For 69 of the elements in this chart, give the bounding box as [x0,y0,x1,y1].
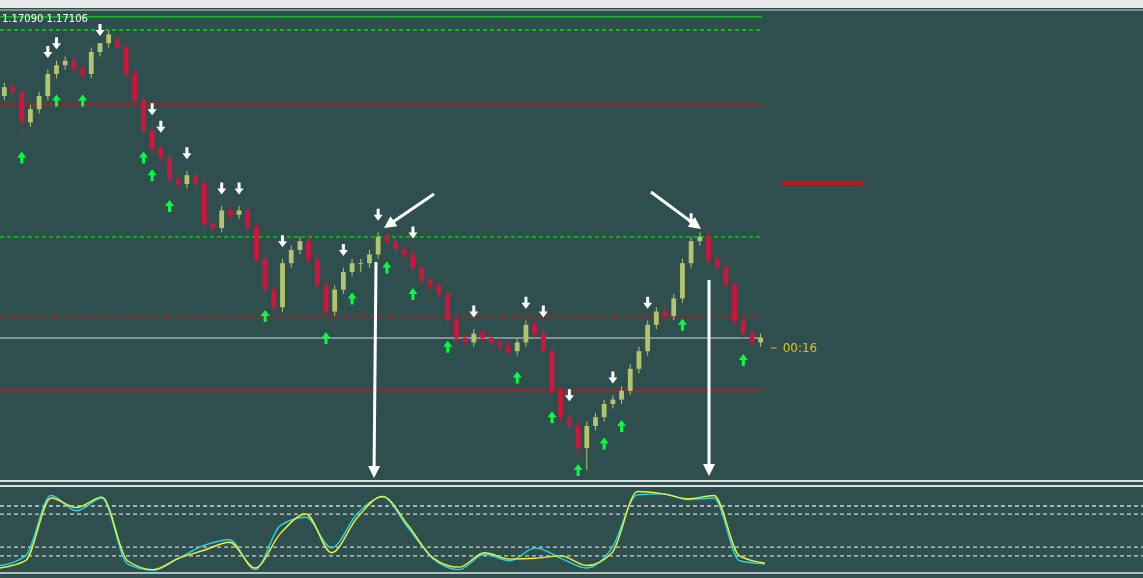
point [538,305,548,318]
text: 1.17090 1.17106 [2,13,88,24]
point [373,208,383,221]
candlestick [245,205,251,233]
candlestick [723,262,729,291]
point [217,182,227,195]
candlestick [10,82,16,97]
candlestick [584,421,590,471]
candlestick [332,284,338,317]
point [512,371,522,384]
point [643,296,653,309]
point [52,94,62,107]
point [408,226,418,239]
candlestick [28,104,33,128]
candlestick [653,306,659,330]
candlestick [740,315,746,339]
point [599,437,609,450]
point [617,420,627,432]
candlestick [288,245,294,269]
point [260,310,270,322]
candlestick [454,315,459,343]
point [521,296,531,309]
candlestick [601,399,607,423]
point [338,244,348,256]
point [147,103,157,116]
candlestick [497,337,503,352]
point [738,354,748,366]
point [147,169,157,182]
point [573,464,583,476]
candlestick [340,267,346,295]
point [469,305,479,318]
point [234,182,244,195]
candlestick [306,236,311,264]
candlestick [88,47,94,79]
point [408,288,418,300]
point [608,371,618,384]
candlestick [45,69,51,101]
point [43,46,53,58]
point [278,235,288,248]
point [138,151,148,164]
candlestick [610,394,616,409]
point [182,147,192,160]
candlestick [219,205,225,233]
candlestick [540,328,546,357]
point [17,151,27,164]
point [382,261,392,274]
candlestick [358,258,364,273]
point [443,340,453,353]
candlestick [149,126,155,154]
candlestick [36,91,42,115]
point [564,389,574,402]
point [95,24,105,36]
point [52,37,62,50]
candlestick [167,152,172,185]
candlestick [627,363,633,396]
point [677,318,687,331]
point [78,94,88,107]
candlestick [236,205,242,220]
candlestick [706,231,711,264]
point [156,120,166,133]
candlestick [419,262,425,286]
candlestick [671,293,677,321]
point [547,411,557,424]
text: 00:16 [782,341,818,355]
candlestick [375,231,381,260]
point [347,292,357,305]
candlestick [271,284,277,313]
point [321,332,331,344]
point [165,200,175,212]
